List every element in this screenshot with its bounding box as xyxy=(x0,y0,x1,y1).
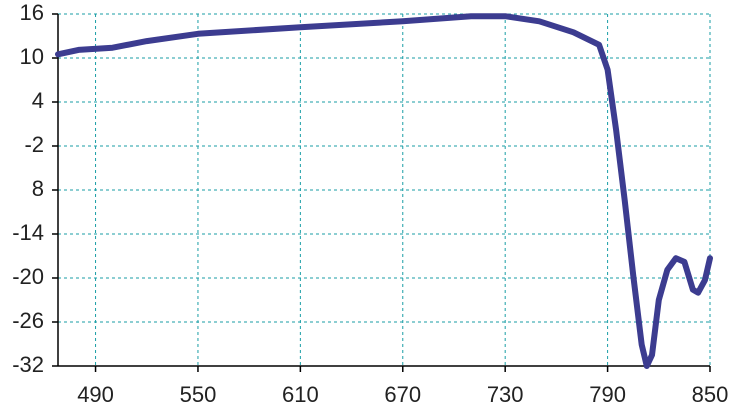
x-tick-label: 670 xyxy=(384,382,421,407)
x-tick-label: 550 xyxy=(180,382,217,407)
x-tick-label: 850 xyxy=(692,382,729,407)
y-tick-label: 4 xyxy=(32,88,44,113)
y-tick-label: 10 xyxy=(20,44,44,69)
x-tick-label: 610 xyxy=(282,382,319,407)
y-tick-label: 8 xyxy=(32,176,44,201)
y-tick-label: -2 xyxy=(24,132,44,157)
y-tick-label: -26 xyxy=(12,308,44,333)
data-line xyxy=(55,13,713,369)
y-tick-label: -20 xyxy=(12,264,44,289)
x-tick-label: 730 xyxy=(487,382,524,407)
x-tick-label: 790 xyxy=(589,382,626,407)
y-tick-label: -14 xyxy=(12,220,44,245)
y-tick-label: -32 xyxy=(12,352,44,377)
x-tick-label: 490 xyxy=(77,382,114,407)
y-tick-label: 16 xyxy=(20,0,44,25)
